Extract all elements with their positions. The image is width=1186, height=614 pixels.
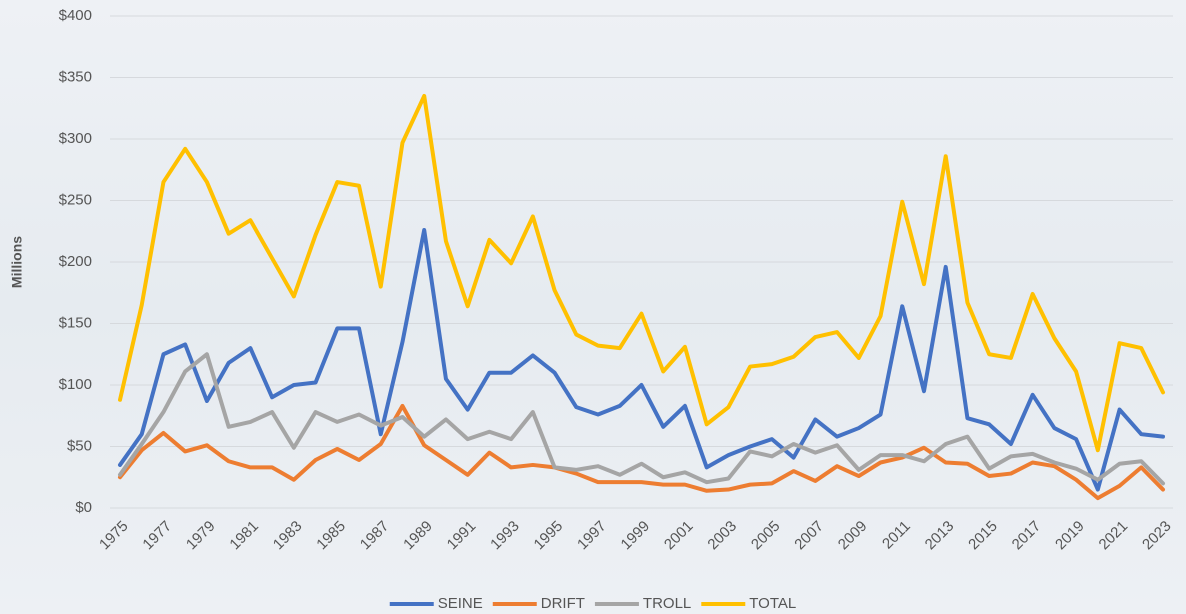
legend-label: DRIFT — [541, 595, 585, 612]
x-tick-label: 1991 — [444, 518, 480, 554]
x-tick-label: 1981 — [226, 518, 262, 554]
y-tick-label: $100 — [59, 376, 92, 393]
x-tick-label: 1995 — [531, 518, 567, 554]
y-axis-label: Millions — [9, 236, 25, 288]
series-line — [118, 352, 1165, 486]
x-tick-label: 2007 — [791, 518, 827, 554]
x-tick-label: 1983 — [270, 518, 306, 554]
y-tick-label: $0 — [75, 499, 92, 516]
x-tick-label: 2017 — [1009, 518, 1045, 554]
x-tick-label: 2019 — [1052, 518, 1088, 554]
series-line — [118, 228, 1165, 492]
x-tick-label: 1989 — [400, 518, 436, 554]
x-tick-label: 2003 — [704, 518, 740, 554]
y-tick-label: $300 — [59, 130, 92, 147]
x-tick-label: 1993 — [487, 518, 523, 554]
x-tick-label: 2015 — [965, 518, 1001, 554]
x-tick-label: 1987 — [357, 518, 393, 554]
x-tick-label: 1985 — [313, 518, 349, 554]
y-tick-label: $50 — [67, 437, 92, 454]
x-tick-label: 1975 — [96, 518, 132, 554]
series-line — [118, 403, 1165, 501]
x-tick-label: 2013 — [922, 518, 958, 554]
y-tick-label: $350 — [59, 68, 92, 85]
x-tick-label: 1979 — [183, 518, 219, 554]
y-tick-label: $150 — [59, 314, 92, 331]
series-line — [118, 93, 1165, 453]
x-tick-label: 2005 — [748, 518, 784, 554]
x-tick-label: 2021 — [1096, 518, 1132, 554]
x-tick-label: 2009 — [835, 518, 871, 554]
x-tick-label: 2023 — [1139, 518, 1175, 554]
legend-label: TOTAL — [749, 595, 796, 612]
y-tick-label: $200 — [59, 253, 92, 270]
y-tick-label: $250 — [59, 191, 92, 208]
x-tick-label: 1977 — [139, 518, 175, 554]
x-tick-label: 1999 — [618, 518, 654, 554]
legend-label: TROLL — [643, 595, 691, 612]
x-tick-label: 2001 — [661, 518, 697, 554]
y-tick-label: $400 — [59, 7, 92, 24]
x-tick-label: 2011 — [879, 518, 914, 553]
legend-label: SEINE — [438, 595, 483, 612]
x-tick-label: 1997 — [574, 518, 610, 554]
